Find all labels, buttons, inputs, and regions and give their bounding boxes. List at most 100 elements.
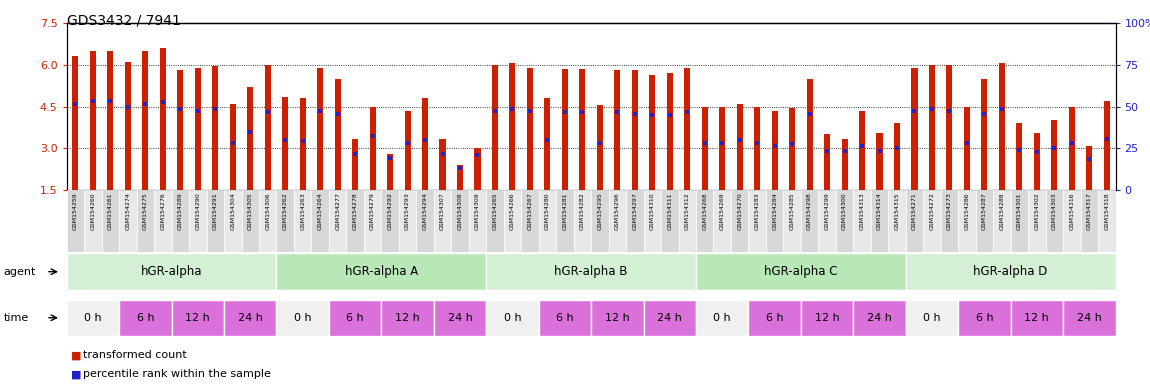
Bar bbox=[242, 190, 259, 252]
Text: GSM154311: GSM154311 bbox=[667, 192, 673, 230]
Text: GSM154308: GSM154308 bbox=[458, 192, 462, 230]
Text: GSM154273: GSM154273 bbox=[946, 192, 952, 230]
Text: GSM154259: GSM154259 bbox=[72, 192, 78, 230]
Text: GSM154271: GSM154271 bbox=[912, 192, 917, 230]
Bar bbox=[800, 190, 819, 252]
Bar bbox=[871, 190, 888, 252]
Bar bbox=[329, 300, 382, 336]
Bar bbox=[912, 68, 918, 190]
Text: time: time bbox=[3, 313, 29, 323]
Text: GSM154286: GSM154286 bbox=[965, 192, 969, 230]
Bar bbox=[1098, 190, 1116, 252]
Text: transformed count: transformed count bbox=[83, 350, 186, 360]
Bar bbox=[842, 139, 848, 190]
Text: GSM154264: GSM154264 bbox=[317, 192, 323, 230]
Text: GSM154262: GSM154262 bbox=[283, 192, 288, 230]
Text: GSM154281: GSM154281 bbox=[562, 192, 567, 230]
Text: GSM154313: GSM154313 bbox=[859, 192, 865, 230]
Bar bbox=[538, 300, 591, 336]
Bar bbox=[492, 65, 498, 190]
Bar bbox=[120, 300, 171, 336]
Bar bbox=[276, 300, 329, 336]
Text: GSM154300: GSM154300 bbox=[842, 192, 848, 230]
Bar bbox=[382, 300, 434, 336]
Bar bbox=[544, 98, 551, 190]
Bar bbox=[591, 190, 608, 252]
Text: GSM154302: GSM154302 bbox=[1034, 192, 1040, 230]
Bar bbox=[825, 134, 830, 190]
Bar bbox=[457, 165, 463, 190]
Bar bbox=[247, 87, 253, 190]
Bar bbox=[667, 73, 673, 190]
Bar bbox=[731, 190, 749, 252]
Text: GSM154297: GSM154297 bbox=[632, 192, 637, 230]
Bar bbox=[772, 111, 777, 190]
Text: agent: agent bbox=[3, 266, 36, 277]
Bar bbox=[1087, 146, 1092, 190]
Bar bbox=[819, 190, 836, 252]
Text: ■: ■ bbox=[71, 369, 82, 379]
Text: GSM154315: GSM154315 bbox=[895, 192, 899, 230]
Bar bbox=[346, 190, 363, 252]
Text: 24 h: 24 h bbox=[238, 313, 262, 323]
Bar bbox=[137, 190, 154, 252]
Bar bbox=[90, 51, 95, 190]
Bar bbox=[626, 190, 644, 252]
Bar bbox=[888, 190, 906, 252]
Text: 0 h: 0 h bbox=[923, 313, 941, 323]
Bar bbox=[719, 107, 726, 190]
Text: 24 h: 24 h bbox=[867, 313, 892, 323]
Bar bbox=[1034, 133, 1040, 190]
Bar bbox=[335, 79, 340, 190]
Bar bbox=[388, 154, 393, 190]
Text: GSM154267: GSM154267 bbox=[528, 192, 532, 230]
Bar bbox=[439, 139, 445, 190]
Text: 12 h: 12 h bbox=[1025, 313, 1049, 323]
Bar bbox=[107, 51, 114, 190]
Text: GSM154304: GSM154304 bbox=[230, 192, 236, 230]
Text: 12 h: 12 h bbox=[814, 313, 840, 323]
Bar bbox=[1017, 123, 1022, 190]
Bar bbox=[906, 300, 958, 336]
Bar bbox=[154, 190, 171, 252]
Text: GSM154272: GSM154272 bbox=[929, 192, 935, 230]
Text: 6 h: 6 h bbox=[766, 313, 783, 323]
Text: GSM154290: GSM154290 bbox=[196, 192, 200, 230]
Bar bbox=[580, 69, 585, 190]
Bar bbox=[1081, 190, 1098, 252]
Text: GSM154310: GSM154310 bbox=[650, 192, 654, 230]
Bar bbox=[434, 190, 451, 252]
Bar bbox=[177, 70, 183, 190]
Bar bbox=[475, 148, 481, 190]
Bar bbox=[171, 190, 189, 252]
Bar bbox=[737, 104, 743, 190]
Text: GSM154295: GSM154295 bbox=[597, 192, 603, 230]
Text: ■: ■ bbox=[71, 350, 82, 360]
Bar bbox=[67, 253, 276, 290]
Bar bbox=[783, 190, 800, 252]
Text: GSM154279: GSM154279 bbox=[370, 192, 375, 230]
Text: GSM154314: GSM154314 bbox=[877, 192, 882, 230]
Bar bbox=[591, 300, 644, 336]
Text: hGR-alpha C: hGR-alpha C bbox=[764, 265, 837, 278]
Text: GSM154284: GSM154284 bbox=[772, 192, 777, 230]
Bar bbox=[1051, 121, 1057, 190]
Text: GSM154285: GSM154285 bbox=[790, 192, 795, 230]
Bar bbox=[369, 107, 376, 190]
Bar bbox=[614, 70, 620, 190]
Bar bbox=[958, 300, 1011, 336]
Bar bbox=[1104, 101, 1110, 190]
Bar bbox=[125, 62, 131, 190]
Bar bbox=[836, 190, 853, 252]
Text: GSM154303: GSM154303 bbox=[1052, 192, 1057, 230]
Bar bbox=[312, 190, 329, 252]
Bar bbox=[941, 190, 958, 252]
Bar bbox=[317, 68, 323, 190]
Text: 0 h: 0 h bbox=[713, 313, 731, 323]
Text: GSM154287: GSM154287 bbox=[982, 192, 987, 230]
Text: GSM154282: GSM154282 bbox=[580, 192, 585, 230]
Text: GSM154309: GSM154309 bbox=[475, 192, 480, 230]
Bar bbox=[363, 190, 382, 252]
Text: GSM154274: GSM154274 bbox=[125, 192, 130, 230]
Bar bbox=[678, 190, 696, 252]
